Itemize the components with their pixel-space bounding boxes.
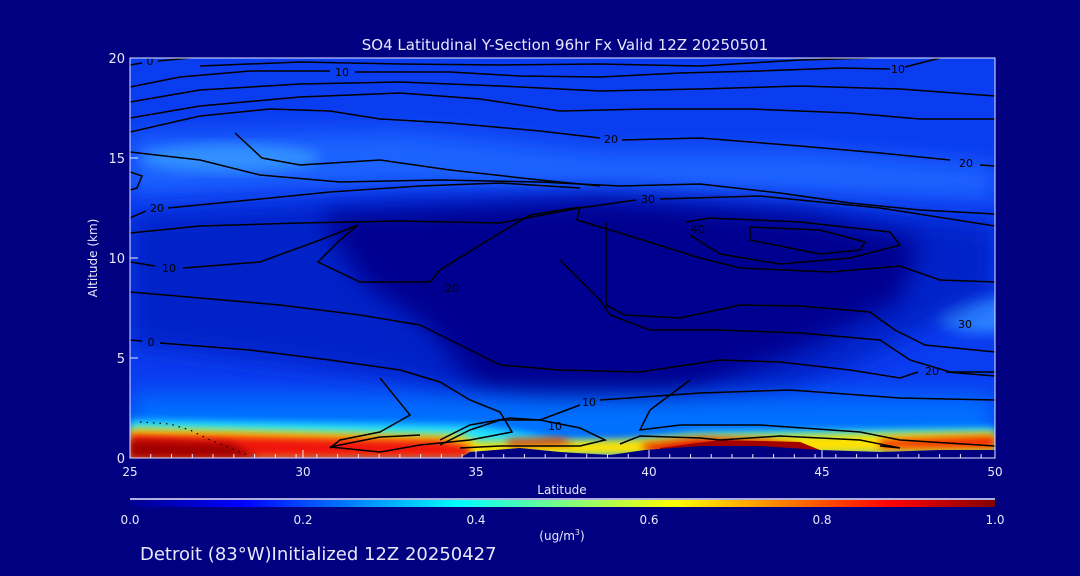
- contour-line: [199, 58, 871, 67]
- y-axis: 0 5 10 15 20: [108, 52, 138, 467]
- contour-label: 30: [641, 193, 655, 206]
- colorbar-unit-close: ): [580, 529, 585, 543]
- contour-lines: [130, 58, 995, 457]
- colorbar-tick-label: 0.8: [812, 513, 831, 527]
- x-tick-label: 30: [295, 465, 310, 479]
- contour-label: 10: [335, 66, 349, 79]
- x-tick-label: 45: [814, 465, 829, 479]
- colorbar-tick-label: 0.6: [639, 513, 658, 527]
- contour-line: [576, 206, 995, 283]
- colorbar-tick-label: 1.0: [985, 513, 1004, 527]
- contour-labels: 0 10 10 20 20 20 30 40 30 20 10 20 0 10 …: [147, 55, 974, 433]
- contour-line: [130, 81, 995, 103]
- x-tick-label: 25: [122, 465, 137, 479]
- contour-line: [619, 435, 901, 449]
- colorbar-tick-label: 0.0: [120, 513, 139, 527]
- contour-line: [130, 182, 581, 219]
- contour-line: [234, 132, 601, 187]
- y-tick-label: 5: [117, 352, 125, 367]
- colorbar-tick-label: 0.2: [293, 513, 312, 527]
- contour-label: 30: [958, 318, 972, 331]
- contour-line: [130, 92, 995, 120]
- contour-line: [130, 108, 995, 167]
- field-light-patch: [140, 144, 320, 172]
- contour-line: [559, 259, 995, 373]
- colorbar-ticks: 0.0 0.2 0.4 0.6 0.8 1.0: [120, 513, 1004, 527]
- contour-label: 20: [959, 157, 973, 170]
- y-tick-label: 10: [108, 252, 125, 267]
- x-axis: 25 30 35 40 45 50: [122, 450, 1003, 479]
- contour-label: 10: [582, 396, 596, 409]
- field-darkred-left: [130, 440, 260, 458]
- contour-label: 10: [548, 420, 562, 433]
- terrain-mask: [460, 446, 995, 458]
- contour-label: 20: [925, 365, 939, 378]
- contour-line: [638, 379, 995, 447]
- colorbar-tick-label: 0.4: [466, 513, 485, 527]
- x-tick-label: 35: [468, 465, 483, 479]
- contour-line: [329, 377, 608, 449]
- colorbar-unit: (ug/m: [539, 529, 575, 543]
- contour-line: [749, 226, 867, 255]
- contour-label: 0: [148, 336, 155, 349]
- y-tick-label: 15: [108, 152, 125, 167]
- contour-line: [130, 206, 581, 283]
- y-axis-label: Altitude (km): [86, 219, 100, 298]
- contour-label: 10: [891, 63, 905, 76]
- x-tick-label: 50: [987, 465, 1002, 479]
- concentration-field: 0 10 10 20 20 20 30 40 30 20 10 20 0 10 …: [130, 55, 995, 458]
- contour-label: 20: [604, 133, 618, 146]
- contour-line: [130, 58, 941, 88]
- contour-line: [685, 217, 902, 265]
- contour-label: 20: [445, 282, 459, 295]
- x-axis-label: Latitude: [537, 483, 586, 497]
- contour-label: 20: [150, 202, 164, 215]
- colorbar-unit-exponent: 3: [575, 528, 580, 537]
- y-tick-label: 0: [117, 452, 125, 467]
- colorbar-label: (ug/m3): [539, 528, 584, 543]
- contour-line: [130, 291, 995, 379]
- colorbar: [130, 500, 995, 507]
- contour-line: [130, 171, 144, 191]
- contour-label: 40: [691, 223, 705, 236]
- x-tick-label: 40: [641, 465, 656, 479]
- y-tick-label: 20: [108, 52, 125, 67]
- contour-label: 10: [162, 262, 176, 275]
- contour-line-dotted: [139, 421, 251, 457]
- field-red-mid: [505, 438, 575, 446]
- chart-title: SO4 Latitudinal Y-Section 96hr Fx Valid …: [362, 36, 768, 54]
- contour-line: [605, 222, 995, 353]
- contour-label: 0: [147, 55, 154, 68]
- footer-location-text: Detroit (83°W)Initialized 12Z 20250427: [140, 544, 497, 565]
- contour-line: [130, 339, 514, 453]
